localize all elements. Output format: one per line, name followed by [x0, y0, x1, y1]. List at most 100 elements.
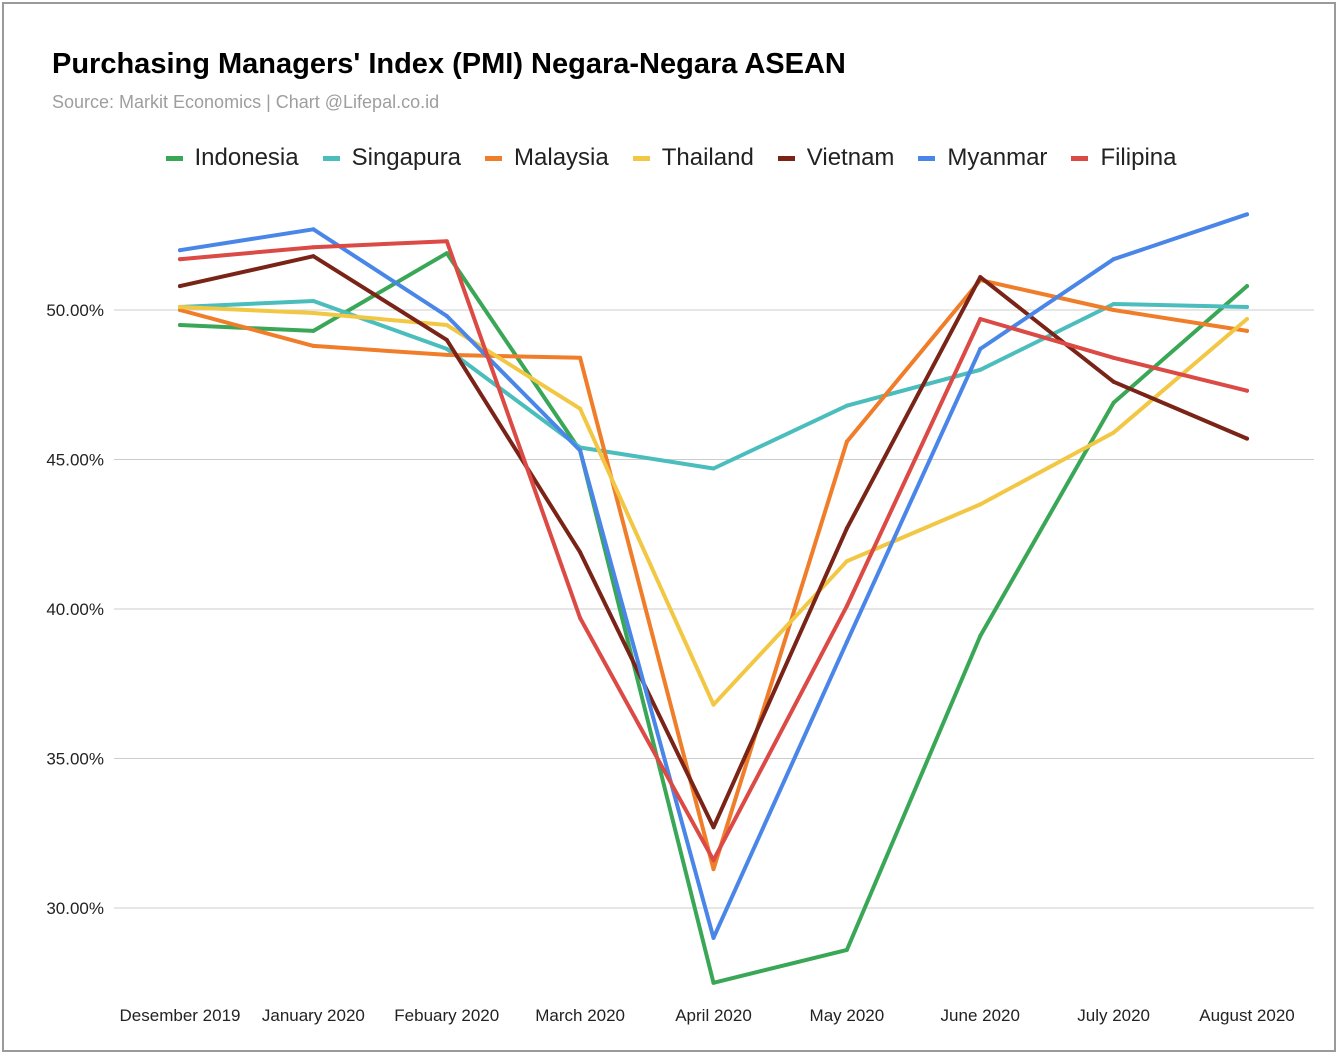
data-point	[1245, 284, 1249, 289]
data-point	[178, 257, 182, 262]
legend-swatch	[165, 155, 183, 161]
data-point	[711, 935, 716, 940]
data-point	[178, 305, 182, 310]
legend-label: Indonesia	[194, 144, 299, 171]
data-point	[1245, 436, 1249, 441]
data-point	[711, 825, 716, 830]
legend-swatch	[485, 155, 503, 161]
data-point	[978, 346, 983, 351]
data-point	[711, 867, 716, 872]
data-point	[311, 328, 316, 333]
legend-swatch	[322, 155, 340, 161]
data-point	[178, 322, 182, 327]
data-point	[711, 980, 716, 985]
data-point	[444, 322, 449, 327]
data-point	[844, 526, 849, 531]
series-myanmar	[178, 212, 1249, 940]
data-point	[311, 299, 316, 304]
data-point	[311, 227, 316, 232]
chart-plot: 30.00% 35.00% 40.00% 45.00% 50.00% Desember 2…	[46, 212, 1314, 1025]
data-point	[578, 355, 583, 360]
data-point	[1111, 355, 1116, 360]
legend-swatch	[1071, 155, 1089, 161]
series-line-myanmar	[178, 212, 1249, 940]
x-tick-label: June 2020	[941, 1006, 1020, 1025]
x-tick-label: May 2020	[810, 1006, 885, 1025]
data-point	[444, 251, 449, 256]
data-point	[578, 406, 583, 411]
data-point	[711, 702, 716, 707]
chart-title: Purchasing Managers' Index (PMI) Negara-…	[52, 48, 846, 80]
data-point	[178, 284, 182, 289]
data-point	[311, 343, 316, 348]
data-point	[1245, 388, 1249, 393]
data-point	[178, 248, 182, 253]
series-filipina	[178, 239, 1249, 863]
data-point	[711, 858, 716, 863]
legend-swatch	[918, 155, 936, 161]
x-tick-label: July 2020	[1077, 1006, 1150, 1025]
legend-swatch	[632, 155, 650, 161]
data-point	[844, 439, 849, 444]
data-point	[844, 604, 849, 609]
data-point	[978, 367, 983, 372]
data-point	[444, 346, 449, 351]
series-vietnam	[178, 254, 1249, 830]
y-tick-label: 35.00%	[46, 750, 104, 769]
legend-item-filipina: Filipina	[1071, 144, 1176, 172]
data-point	[1111, 308, 1116, 312]
data-point	[978, 633, 983, 638]
data-point	[1111, 379, 1116, 384]
data-point	[578, 448, 583, 453]
data-point	[444, 337, 449, 342]
data-point	[578, 550, 583, 555]
data-point	[1245, 328, 1249, 333]
x-tick-label: April 2020	[675, 1006, 752, 1025]
data-point	[444, 239, 449, 244]
data-point	[978, 275, 983, 280]
series-line-vietnam	[178, 254, 1249, 830]
data-point	[978, 502, 983, 507]
legend-label: Malaysia	[514, 144, 609, 171]
y-tick-label: 45.00%	[46, 451, 104, 470]
y-tick-label: 40.00%	[46, 600, 104, 619]
data-point	[1245, 212, 1249, 217]
data-point	[578, 615, 583, 620]
legend-item-malaysia: Malaysia	[485, 144, 609, 172]
data-point	[1111, 400, 1116, 405]
x-tick-label: January 2020	[262, 1006, 365, 1025]
legend-label: Myanmar	[947, 144, 1048, 171]
legend-item-thailand: Thailand	[632, 144, 754, 172]
data-point	[444, 352, 449, 357]
data-point	[978, 316, 983, 321]
y-tick-label: 50.00%	[46, 301, 104, 320]
chart-legend: Indonesia Singapura Malaysia Thailand Vietna…	[4, 144, 1338, 172]
legend-label: Vietnam	[806, 144, 895, 171]
series-line-singapura	[178, 299, 1249, 471]
data-point	[311, 310, 316, 315]
chart-subtitle: Source: Markit Economics | Chart @Lifepa…	[52, 92, 440, 112]
series-malaysia	[178, 278, 1249, 872]
data-point	[1245, 305, 1249, 310]
series-indonesia	[178, 251, 1249, 985]
data-point	[711, 466, 716, 471]
x-tick-label: March 2020	[535, 1006, 625, 1025]
data-point	[1111, 257, 1116, 262]
legend-label: Filipina	[1100, 144, 1177, 171]
legend-item-singapura: Singapura	[322, 144, 461, 172]
series-line-malaysia	[178, 278, 1249, 872]
x-tick-label: Desember 2019	[120, 1006, 241, 1025]
data-point	[311, 254, 316, 259]
legend-label: Thailand	[661, 144, 754, 171]
x-tick-label: Febuary 2020	[394, 1006, 499, 1025]
legend-item-myanmar: Myanmar	[918, 144, 1047, 172]
series-thailand	[178, 305, 1249, 707]
legend-item-vietnam: Vietnam	[777, 144, 895, 172]
data-point	[1245, 316, 1249, 321]
series-line-thailand	[178, 305, 1249, 707]
data-point	[1111, 430, 1116, 435]
data-point	[444, 313, 449, 318]
data-point	[311, 245, 316, 250]
data-point	[1111, 302, 1116, 307]
